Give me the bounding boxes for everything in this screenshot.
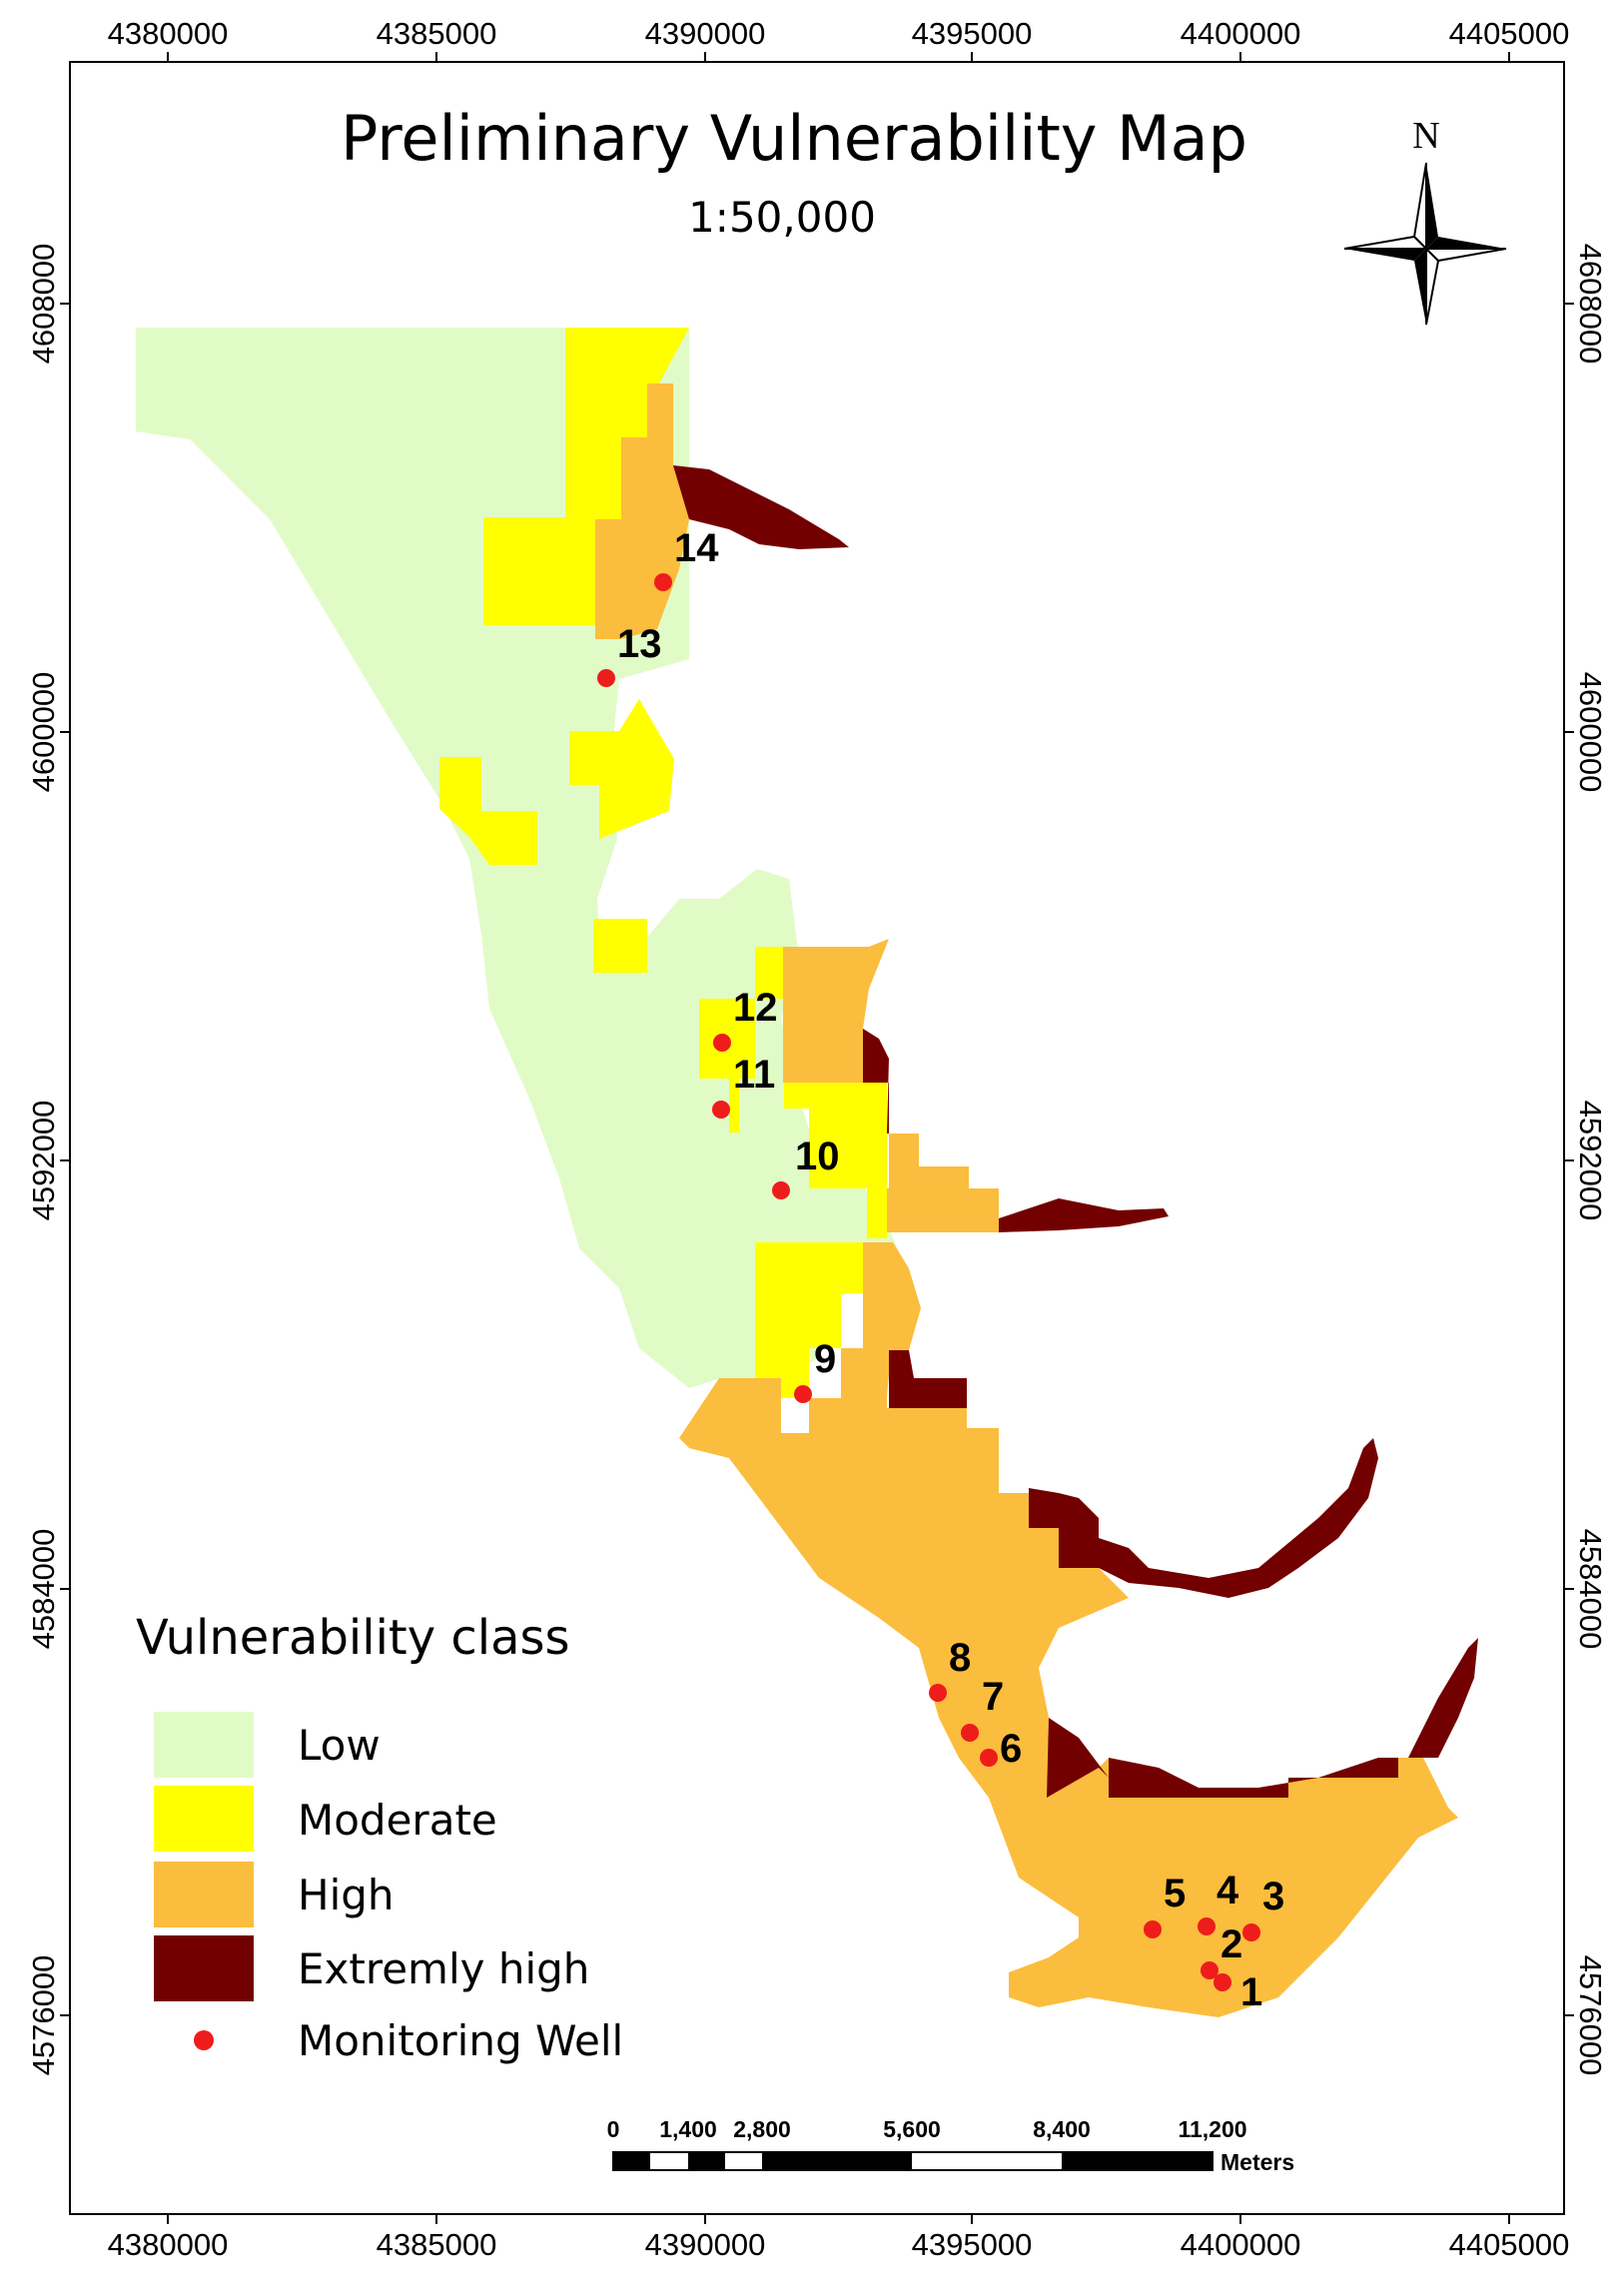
well-5-marker	[1144, 1920, 1162, 1938]
x-tick-bottom-1: 4380000	[108, 2227, 229, 2262]
well-9-marker	[794, 1385, 812, 1403]
legend-well-marker	[194, 2030, 214, 2050]
zone-high	[595, 383, 1458, 2017]
north-arrow-icon: N	[1343, 115, 1507, 326]
well-13[interactable]: 13	[597, 622, 662, 687]
y-tick-left-5: 4576000	[26, 1955, 61, 2076]
well-2-marker	[1201, 1961, 1218, 1979]
x-tick-top-4: 4395000	[912, 16, 1033, 51]
y-tick-left-1: 4608000	[26, 244, 61, 365]
well-8[interactable]: 8	[929, 1636, 971, 1702]
well-2-label: 2	[1220, 1922, 1242, 1966]
well-12-marker	[713, 1034, 731, 1052]
y-tick-left-2: 4600000	[26, 672, 61, 793]
well-2[interactable]: 2	[1201, 1922, 1242, 1979]
y-tick-left-3: 4592000	[26, 1101, 61, 1221]
well-6-label: 6	[1000, 1727, 1022, 1771]
y-tick-right-4: 4584000	[1573, 1529, 1608, 1650]
zone-moderate	[439, 328, 887, 1433]
x-tick-top-2: 4385000	[377, 16, 497, 51]
legend: Vulnerability class Low Moderate High Ex…	[136, 1610, 623, 2065]
well-1-marker	[1214, 1973, 1231, 1991]
well-14[interactable]: 14	[654, 526, 719, 591]
legend-swatch-moderate	[154, 1786, 254, 1852]
x-tick-bottom-4: 4395000	[912, 2227, 1033, 2262]
scale-label-2: 2,800	[733, 2116, 791, 2142]
well-11-label: 11	[733, 1053, 775, 1097]
well-7-marker	[961, 1724, 979, 1742]
monitoring-wells: 1 2 3 4 5 6 7 8	[597, 526, 1284, 2014]
well-3[interactable]: 3	[1242, 1875, 1284, 1941]
well-4-marker	[1198, 1917, 1216, 1935]
well-6[interactable]: 6	[980, 1727, 1022, 1771]
legend-swatch-low	[154, 1712, 254, 1778]
legend-swatch-high	[154, 1862, 254, 1927]
well-13-label: 13	[617, 622, 662, 666]
well-12[interactable]: 12	[713, 986, 778, 1052]
x-tick-top-5: 4400000	[1181, 16, 1301, 51]
well-10-label: 10	[795, 1135, 840, 1178]
legend-swatch-extremly-high	[154, 1935, 254, 2001]
vulnerability-zones	[136, 328, 1478, 2017]
well-6-marker	[980, 1749, 998, 1767]
x-tick-bottom-5: 4400000	[1181, 2227, 1301, 2262]
well-3-label: 3	[1262, 1875, 1284, 1918]
x-tick-top-1: 4380000	[108, 16, 229, 51]
well-13-marker	[597, 669, 615, 687]
well-11[interactable]: 11	[712, 1053, 775, 1119]
map-scale-text: 1:50,000	[688, 193, 876, 242]
scale-label-0: 0	[607, 2116, 620, 2142]
well-10-marker	[772, 1181, 790, 1199]
y-tick-right-5: 4576000	[1573, 1955, 1608, 2076]
x-tick-bottom-3: 4390000	[645, 2227, 766, 2262]
well-14-marker	[654, 573, 672, 591]
well-7[interactable]: 7	[961, 1675, 1004, 1742]
x-tick-bottom-6: 4405000	[1449, 2227, 1570, 2262]
scale-bar: 0 1,400 2,800 5,600 8,400 11,200 Meters	[607, 2116, 1295, 2175]
well-4[interactable]: 4	[1198, 1869, 1239, 1935]
zone-extremly-high	[673, 465, 1478, 1798]
scale-label-3: 5,600	[883, 2116, 941, 2142]
well-1[interactable]: 1	[1214, 1970, 1262, 2014]
well-9[interactable]: 9	[794, 1337, 836, 1403]
well-12-label: 12	[733, 986, 778, 1030]
map-title: Preliminary Vulnerability Map	[341, 102, 1247, 175]
y-tick-left-4: 4584000	[26, 1529, 61, 1650]
x-tick-bottom-2: 4385000	[377, 2227, 497, 2262]
well-1-label: 1	[1240, 1970, 1262, 2014]
x-tick-top-3: 4390000	[645, 16, 766, 51]
well-8-marker	[929, 1684, 947, 1702]
legend-label-low: Low	[298, 1721, 381, 1770]
well-7-label: 7	[982, 1675, 1004, 1719]
tick-marks	[60, 52, 1574, 2224]
y-tick-right-3: 4592000	[1573, 1101, 1608, 1221]
well-8-label: 8	[949, 1636, 971, 1680]
well-5[interactable]: 5	[1144, 1872, 1186, 1938]
well-4-label: 4	[1217, 1869, 1239, 1912]
y-tick-right-2: 4600000	[1573, 672, 1608, 793]
well-14-label: 14	[674, 526, 719, 570]
well-5-label: 5	[1164, 1872, 1186, 1915]
legend-label-high: High	[298, 1871, 395, 1919]
y-tick-right-1: 4608000	[1573, 244, 1608, 365]
well-11-marker	[712, 1101, 730, 1119]
scale-label-4: 8,400	[1033, 2116, 1091, 2142]
scale-unit: Meters	[1220, 2149, 1294, 2175]
well-3-marker	[1242, 1923, 1260, 1941]
legend-label-extremly-high: Extremly high	[298, 1944, 589, 1993]
well-9-label: 9	[814, 1337, 836, 1381]
x-tick-top-6: 4405000	[1449, 16, 1570, 51]
scale-label-5: 11,200	[1178, 2116, 1246, 2142]
well-10[interactable]: 10	[772, 1135, 840, 1199]
legend-label-monitoring-well: Monitoring Well	[298, 2016, 623, 2065]
legend-title: Vulnerability class	[136, 1610, 570, 1666]
legend-label-moderate: Moderate	[298, 1796, 497, 1845]
north-label: N	[1412, 115, 1439, 157]
scale-label-1: 1,400	[659, 2116, 717, 2142]
